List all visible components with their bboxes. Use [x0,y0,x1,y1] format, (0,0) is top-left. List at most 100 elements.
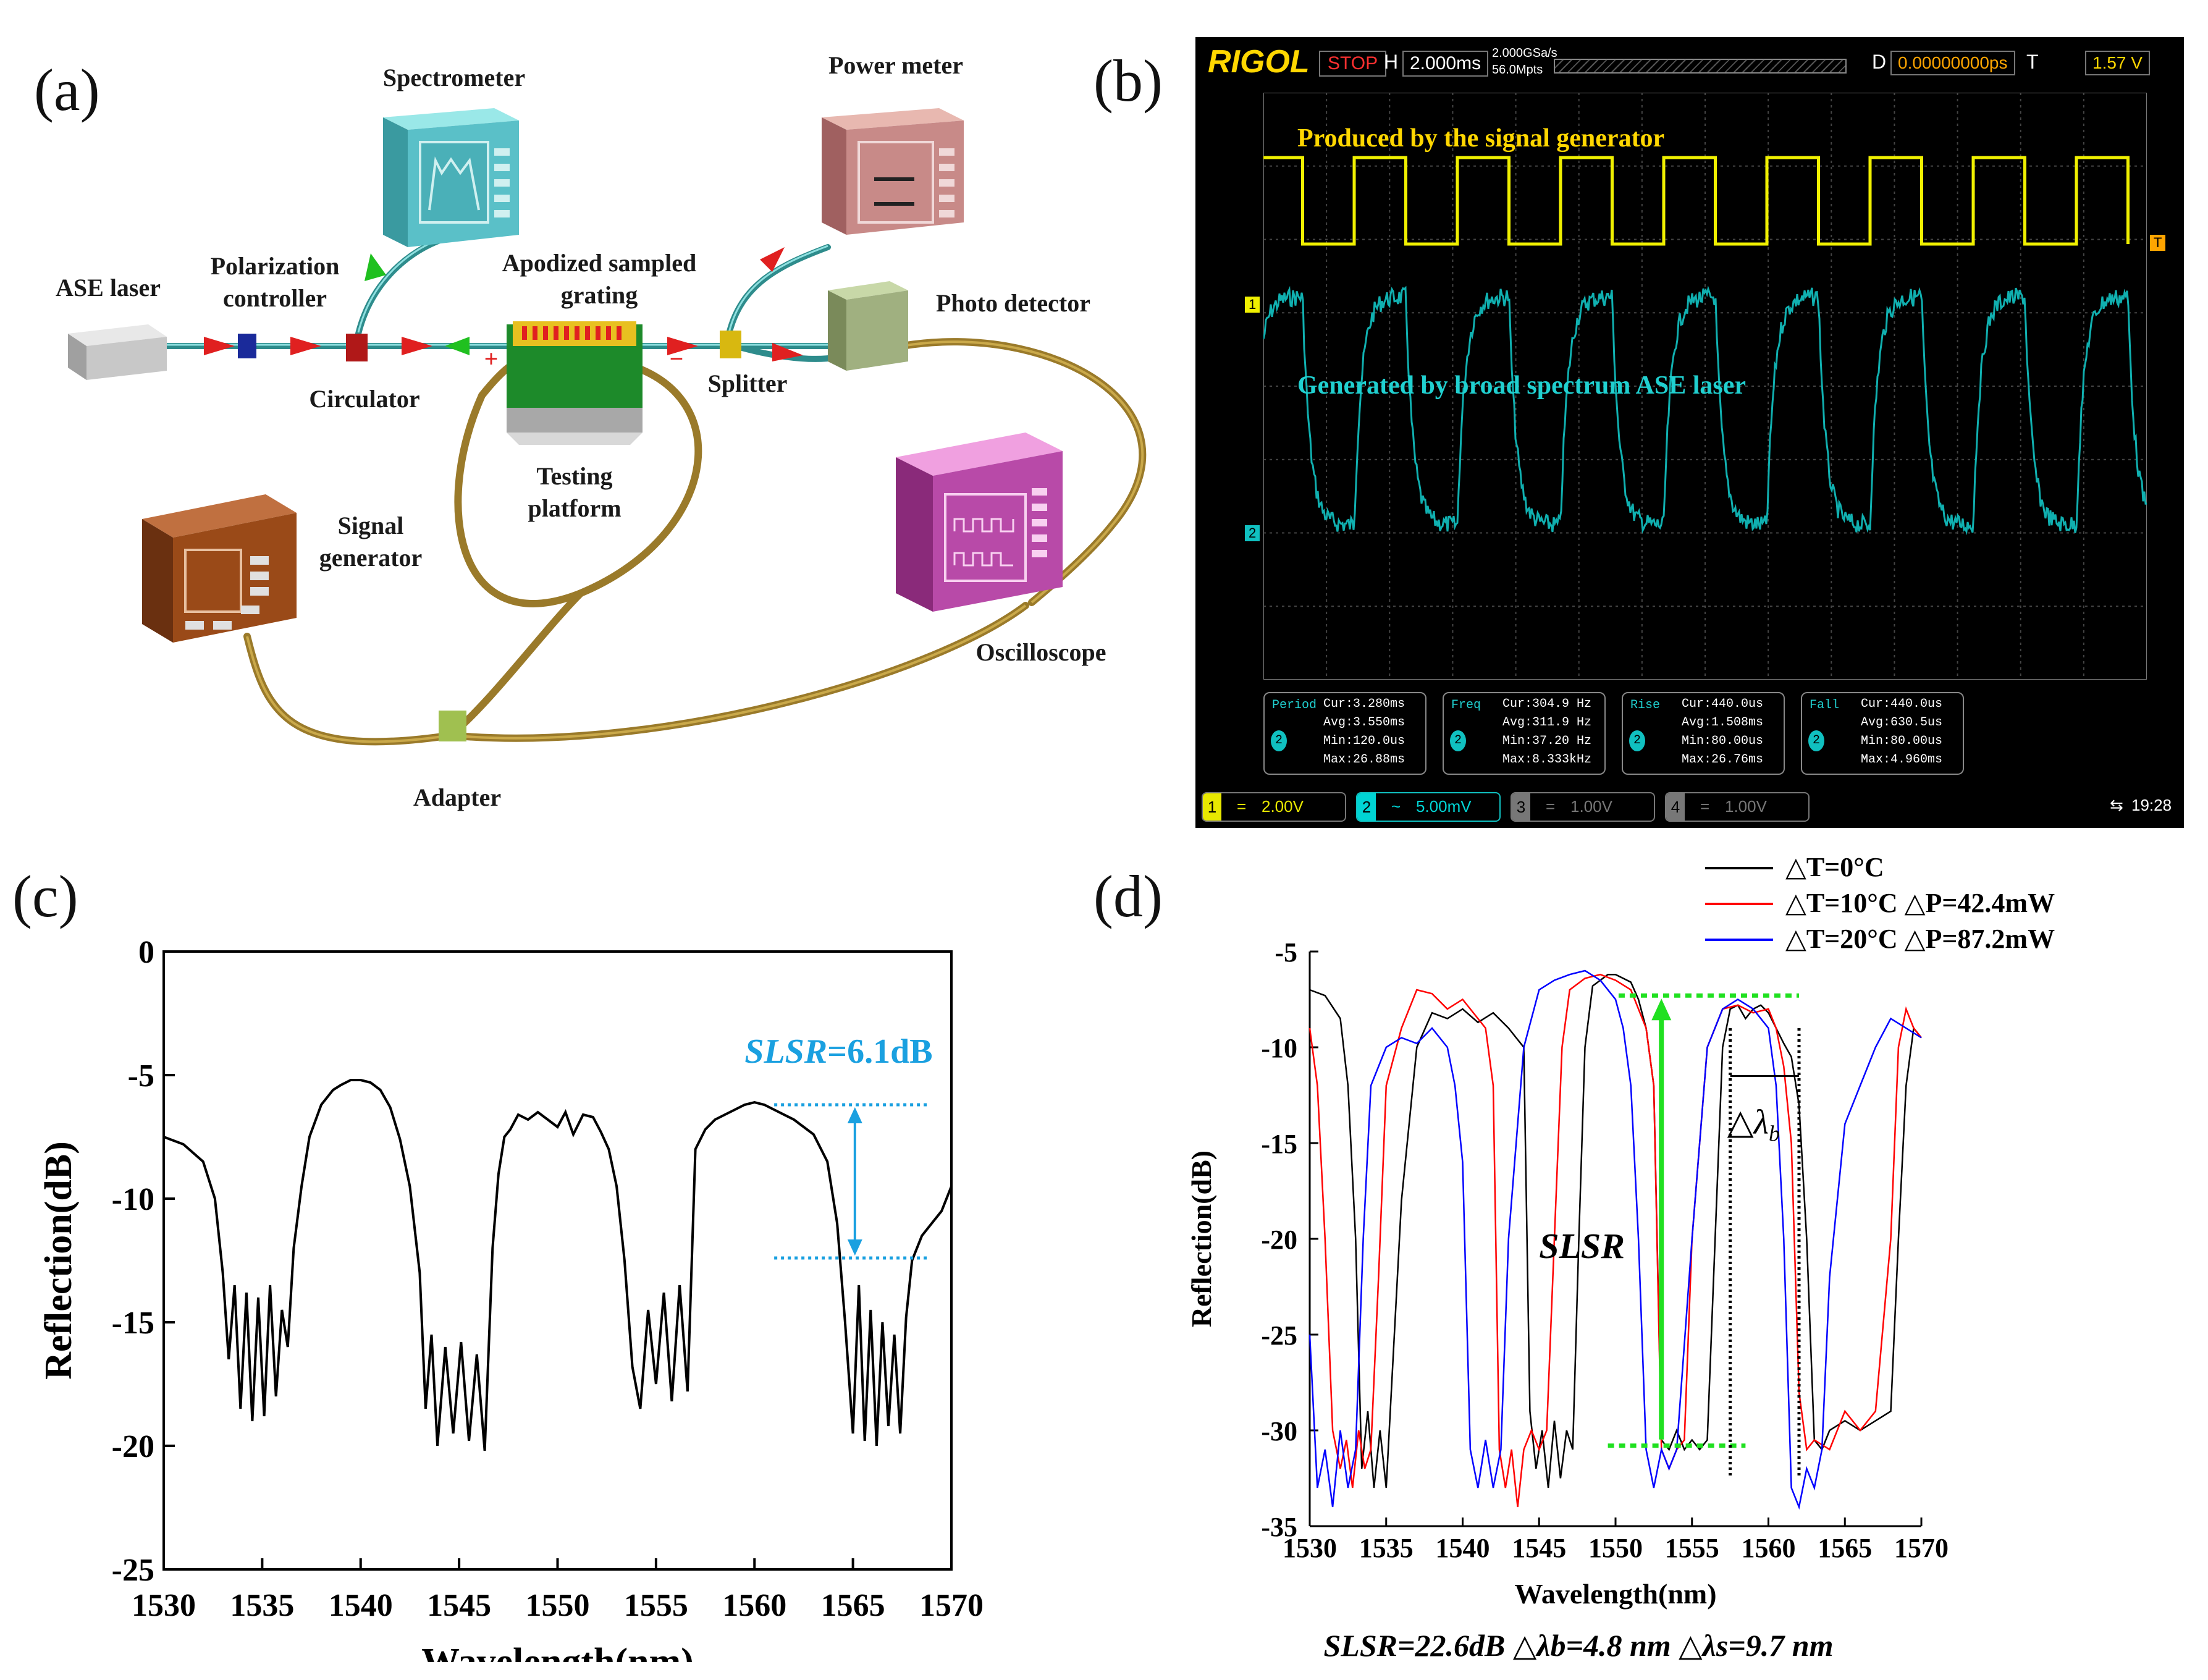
measurement-max: Max:4.960ms [1861,753,1943,767]
slsr-arrow-head-top [847,1107,862,1123]
measurement-avg: Avg:311.9 Hz [1502,715,1592,730]
chart-d-xtick-label: 1535 [1359,1533,1414,1563]
label-splitter: Splitter [707,369,788,397]
label-photo-detector: Photo detector [936,289,1090,317]
measurement-max: Max:8.333kHz [1502,753,1592,767]
usb-icon: ⇆ [2110,796,2123,814]
measurement-row: Period 2 Cur:3.280ms Avg:3.550ms Min:120.0us… [1263,692,2147,779]
chart-d-xtick-label: 1540 [1436,1533,1490,1563]
label-minus: − [669,345,684,373]
setup-diagram [68,108,1147,746]
chart-d-xtick-label: 1545 [1512,1533,1566,1563]
arrow-1 [204,337,235,355]
ch2-marker: 2 [1245,525,1260,541]
measurement-avg: Avg:630.5us [1861,715,1943,730]
chart-d-series-0 [1309,973,1922,1488]
scope-trigger-level: 1.57 V [2085,51,2150,75]
splitter-box [720,331,741,358]
ch1-marker: 1 [1245,297,1260,313]
cable-loop [454,355,702,607]
slsr-annotation-value: =6.1dB [827,1032,932,1071]
label-oscilloscope: Oscilloscope [975,638,1106,666]
label-circulator: Circulator [309,385,420,413]
oscilloscope-box [896,433,1063,612]
channel-number: 3 [1512,793,1530,821]
slsr-arrow-head-bottom [847,1239,862,1256]
measurement-min: Min:80.00us [1861,734,1943,748]
chart-d-ytick-label: -15 [1261,1129,1297,1159]
arrow-5 [772,343,803,361]
chart-d-xtick-label: 1530 [1283,1533,1337,1563]
chart-d-xtick-label: 1550 [1588,1533,1643,1563]
scope-stop-badge: STOP [1319,51,1387,77]
arrow-6 [760,247,785,272]
scope-h-label: H [1384,51,1399,73]
trigger-marker: T [2150,235,2166,251]
chart-d-xtick-label: 1565 [1818,1533,1872,1563]
arrow-4 [667,337,698,355]
measurement-channel-badge: 2 [1808,730,1824,751]
chart-c-ytick-label: -10 [112,1182,154,1217]
cable-adapter-oscilloscope [447,602,1029,742]
delta-lambda-b-symbol: △λ [1727,1104,1769,1142]
oscilloscope-screen: RIGOL STOP H 2.000ms 2.000GSa/s 56.0Mpts… [1195,37,2184,828]
label-plus: + [484,345,499,373]
chart-d-ytick-label: -30 [1261,1416,1297,1446]
scope-time: 19:28 [2131,796,2172,814]
circulator-box [346,334,368,361]
label-adapter: Adapter [413,783,502,811]
channel-tab-2[interactable]: 2 ~5.00mV [1356,792,1501,822]
channel-tab-3[interactable]: 3 = 1.00V [1511,792,1655,822]
panel-label-d: (d) [1093,863,1163,929]
chart-d: △T=0°C △T=10°C △P=42.4mW △T=20°C △P=87.2mW… [1186,852,2055,1663]
label-polarization-controller: Polarization controller [210,252,340,312]
chart-c-ytick-label: 0 [138,935,154,970]
chart-c-xtick-label: 1540 [329,1588,393,1623]
channel-tab-1[interactable]: 1 = 2.00V [1202,792,1346,822]
scope-timebase: 2.000ms [1402,51,1489,77]
label-ase-laser: ASE laser [56,274,161,302]
arrow-2 [290,337,321,355]
scope-t-label: T [2026,51,2039,73]
measurement-avg: Avg:1.508ms [1682,715,1764,730]
measurement-name: Fall [1810,698,1840,712]
measurement-box-freq: Freq 2 Cur:304.9 Hz Avg:311.9 Hz Min:37.20 H… [1443,692,1606,775]
scope-delay: 0.00000000ps [1890,51,2015,75]
channel-coupling: = [1546,797,1556,816]
chart-c-xtick-label: 1535 [230,1588,294,1623]
channel-coupling: = [1237,797,1247,816]
chart-d-xtick-label: 1570 [1894,1533,1949,1563]
measurement-min: Min:37.20 Hz [1502,734,1592,748]
ch1-caption: Produced by the signal generator [1297,124,1665,153]
ch1-trace [1263,156,2130,246]
legend-entry: △T=20°C △P=87.2mW [1785,924,2055,954]
chart-d-series-2 [1308,969,1922,1510]
chart-d-xlabel: Wavelength(nm) [1514,1578,1716,1610]
ase-laser-box [68,324,167,380]
channel-scale: 1.00V [1570,797,1612,816]
measurement-cur: Cur:3.280ms [1323,697,1405,711]
chart-d-xtick-label: 1560 [1742,1533,1796,1563]
measurement-channel-badge: 2 [1450,730,1466,751]
chart-c-xlabel: Wavelength(nm) [421,1641,694,1662]
chart-c-xtick-label: 1530 [132,1588,196,1623]
chart-c-ytick-label: -25 [112,1553,154,1588]
channel-scale: 2.00V [1262,797,1304,816]
chart-c-ytick-label: -20 [112,1429,154,1464]
measurement-box-rise: Rise 2 Cur:440.0us Avg:1.508ms Min:80.00us Ma… [1622,692,1785,775]
grating-platform [507,321,643,445]
chart-c-xtick-label: 1565 [821,1588,885,1623]
cable-signal-adapter [243,633,455,746]
chart-d-xtick-label: 1555 [1665,1533,1719,1563]
scope-d-label: D [1872,51,1887,73]
channel-coupling: ~ [1391,797,1401,816]
channel-number: 2 [1357,793,1376,821]
chart-c-xtick-label: 1550 [526,1588,590,1623]
chart-c-ytick-label: -15 [112,1306,154,1341]
chart-c-xtick-label: 1545 [427,1588,491,1623]
channel-tab-4[interactable]: 4 = 1.00V [1665,792,1810,822]
label-signal-generator: Signal generator [319,512,423,572]
slsr-annotation-name: SLSR [744,1032,827,1071]
measurement-box-period: Period 2 Cur:3.280ms Avg:3.550ms Min:120.0us… [1263,692,1426,775]
measurement-cur: Cur:304.9 Hz [1502,697,1592,711]
